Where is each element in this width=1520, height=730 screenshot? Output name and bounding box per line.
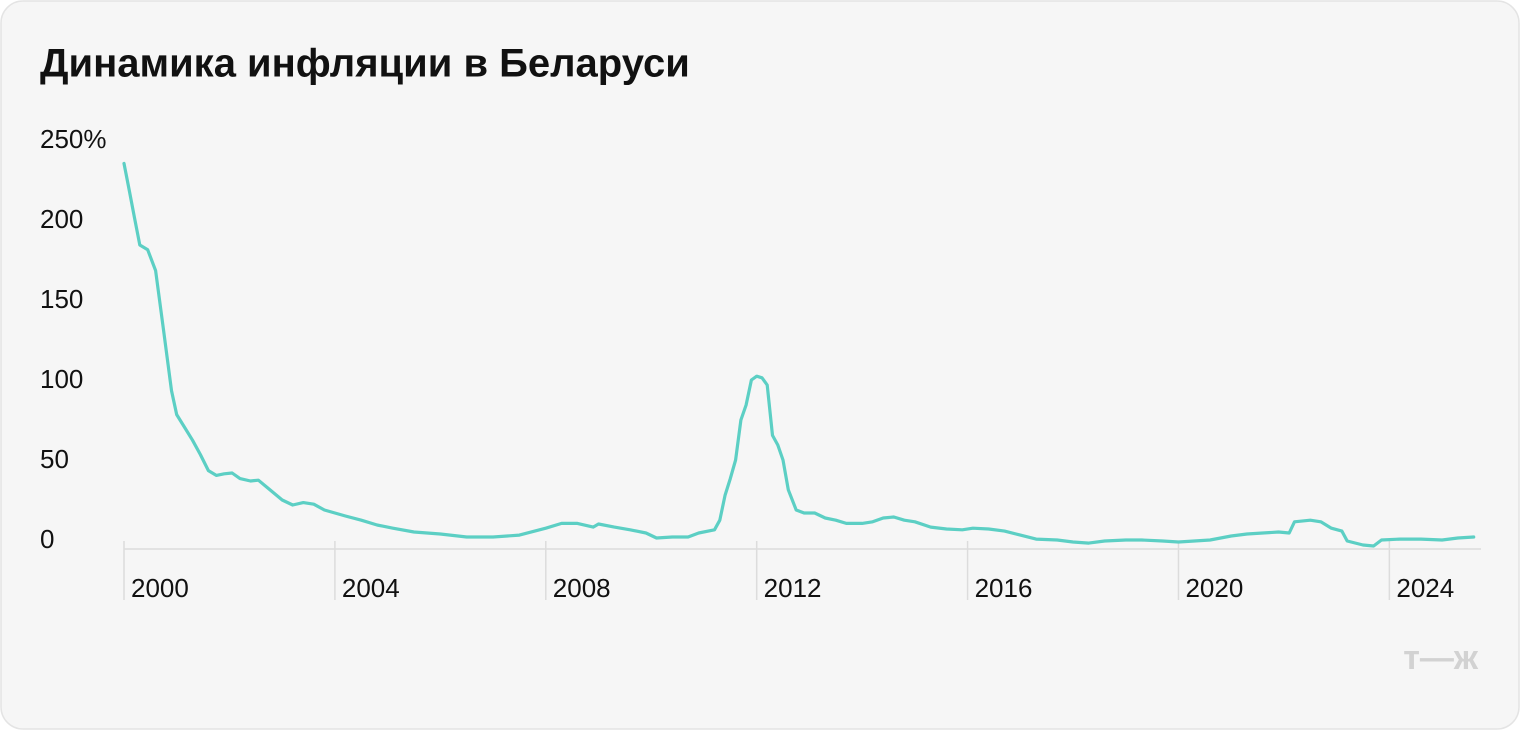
x-tick-label: 2024 bbox=[1396, 573, 1454, 603]
logo: т—ж bbox=[1403, 639, 1479, 677]
y-tick-label: 0 bbox=[40, 524, 54, 554]
y-tick-label: 250% bbox=[40, 124, 107, 154]
chart-title: Динамика инфляции в Беларуси bbox=[40, 42, 690, 86]
x-tick-label: 2000 bbox=[131, 573, 189, 603]
x-tick-label: 2012 bbox=[764, 573, 822, 603]
x-tick-label: 2016 bbox=[975, 573, 1033, 603]
line-series bbox=[122, 161, 1476, 548]
y-tick-label: 200 bbox=[40, 204, 83, 234]
y-tick-label: 150 bbox=[40, 284, 83, 314]
y-tick-label: 100 bbox=[40, 364, 83, 394]
x-tick-label: 2020 bbox=[1185, 573, 1243, 603]
x-tick-label: 2008 bbox=[553, 573, 611, 603]
x-tick-label: 2004 bbox=[342, 573, 400, 603]
y-tick-label: 50 bbox=[40, 444, 69, 474]
